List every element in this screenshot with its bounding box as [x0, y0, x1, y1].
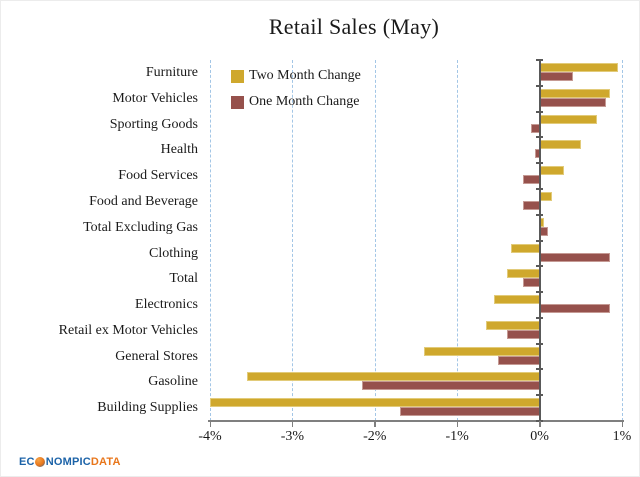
bar-two-month-change — [510, 243, 540, 253]
bar-one-month-change — [539, 72, 573, 81]
bar-one-month-change — [539, 97, 606, 107]
value-axis-tick-label: -2% — [363, 429, 387, 444]
value-axis-tick-label: 1% — [612, 429, 632, 444]
category-axis-tick — [535, 265, 543, 268]
bar-two-month-change — [424, 346, 540, 356]
logo-text-mid: NOMPIC — [45, 456, 91, 468]
category-axis-tick — [535, 291, 543, 294]
bar-two-month-change — [539, 140, 581, 150]
gridline--3pct — [292, 60, 294, 421]
logo-text-suffix: DATA — [90, 456, 121, 468]
legend-swatch-two-month-change — [231, 69, 244, 83]
legend-item: One Month Change — [231, 89, 361, 115]
bar-two-month-change — [486, 320, 540, 330]
value-axis-tick-label: -4% — [198, 429, 222, 444]
value-axis-tick — [539, 421, 541, 427]
value-axis-tick — [291, 421, 294, 427]
value-axis-line — [208, 420, 624, 422]
bar-two-month-change — [506, 269, 540, 279]
legend: Two Month Change One Month Change — [231, 63, 361, 115]
value-axis-tick — [374, 421, 376, 427]
gridline--4pct — [210, 60, 211, 421]
value-axis-tick — [209, 421, 211, 427]
logo-text-prefix: EC — [19, 456, 35, 468]
category-label: Retail ex Motor Vehicles — [58, 322, 198, 338]
category-axis-tick — [535, 84, 543, 87]
bar-one-month-change — [399, 407, 540, 417]
gridline--1pct — [457, 60, 459, 421]
bar-two-month-change — [539, 88, 610, 98]
category-axis-tick — [535, 213, 543, 216]
value-axis-tick-label: -1% — [445, 429, 469, 444]
category-axis-tick — [535, 136, 543, 139]
category-label: Electronics — [135, 297, 198, 313]
value-axis-tick — [456, 421, 459, 427]
bar-two-month-change — [539, 114, 598, 124]
bar-two-month-change — [539, 166, 565, 176]
category-label: Motor Vehicles — [112, 90, 198, 106]
bar-two-month-change — [539, 191, 552, 201]
category-label: Building Supplies — [97, 400, 198, 416]
category-label: Total Excluding Gas — [83, 219, 198, 235]
category-axis-tick — [535, 368, 543, 371]
legend-item: Two Month Change — [231, 63, 361, 89]
category-axis-tick — [535, 239, 543, 242]
category-label: Health — [160, 142, 198, 158]
category-axis-tick — [535, 316, 543, 319]
category-label: Food and Beverage — [89, 193, 198, 209]
value-axis-tick — [621, 421, 623, 427]
category-axis-tick — [535, 162, 543, 165]
category-label: Food Services — [118, 168, 198, 184]
plot-area — [210, 60, 623, 421]
bar-one-month-change — [539, 252, 610, 262]
bar-one-month-change — [498, 355, 540, 365]
value-axis-tick-label: 0% — [530, 429, 549, 444]
category-label: General Stores — [115, 348, 198, 364]
gridline--2pct — [374, 60, 376, 421]
category-label: Gasoline — [148, 374, 198, 390]
category-label: Furniture — [145, 65, 198, 80]
bar-one-month-change — [506, 329, 540, 339]
bar-one-month-change — [523, 278, 540, 288]
category-label: Sporting Goods — [109, 116, 198, 132]
bar-two-month-change — [247, 372, 540, 382]
bar-one-month-change — [523, 200, 540, 210]
category-axis-tick — [535, 187, 543, 190]
legend-swatch-one-month-change — [231, 95, 244, 109]
bar-two-month-change — [539, 63, 618, 72]
category-axis-line — [538, 60, 541, 426]
category-label: Clothing — [148, 245, 198, 261]
bar-one-month-change — [362, 381, 540, 391]
category-axis-tick — [535, 394, 543, 397]
category-label: Total — [169, 271, 198, 287]
bar-one-month-change — [539, 226, 548, 236]
value-axis-tick-label: -3% — [280, 429, 305, 444]
economipic-data-logo: EC NOMPIC DATA — [19, 456, 121, 468]
chart-title: Retail Sales (May) — [268, 14, 440, 39]
globe-icon — [35, 457, 46, 467]
bar-two-month-change — [494, 295, 540, 305]
legend-label: One Month Change — [249, 94, 360, 109]
gridline-1pct — [622, 60, 623, 421]
bar-two-month-change — [210, 398, 540, 408]
category-axis-tick — [535, 59, 543, 61]
bar-one-month-change — [539, 304, 610, 314]
bar-one-month-change — [523, 175, 540, 185]
legend-label: Two Month Change — [249, 68, 361, 83]
category-axis-tick — [535, 110, 543, 113]
category-axis-tick — [535, 342, 543, 345]
